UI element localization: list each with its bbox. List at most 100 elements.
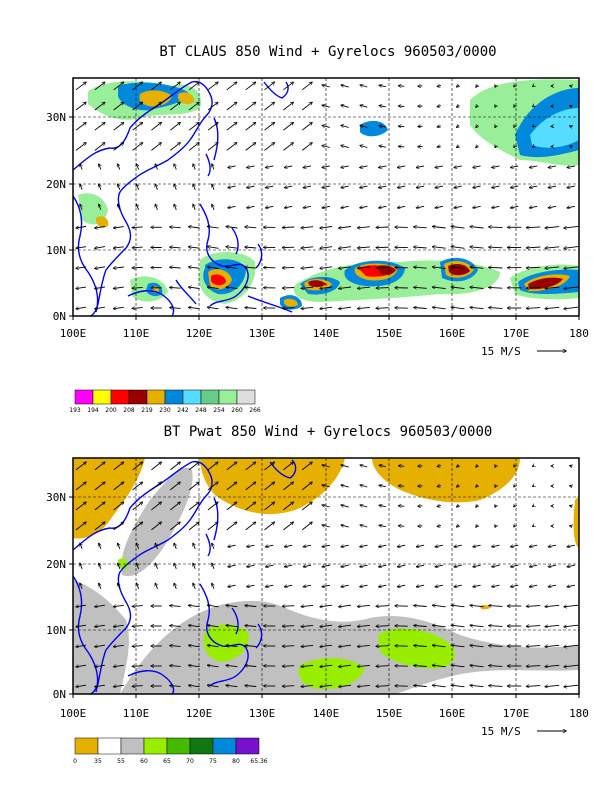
wind-vector xyxy=(567,206,575,208)
shade-region xyxy=(139,90,172,107)
wind-vector xyxy=(95,287,105,289)
shade-region xyxy=(378,628,456,669)
wind-vector xyxy=(95,665,105,667)
wind-vector xyxy=(545,267,560,268)
wind-vector xyxy=(266,565,274,567)
wind-vector xyxy=(247,565,255,567)
y-tick-label: 10N xyxy=(46,244,66,257)
colorbar-label: 55 xyxy=(117,758,125,765)
wind-vector xyxy=(301,502,312,511)
wind-vector xyxy=(545,665,560,666)
wind-vector xyxy=(193,204,195,210)
wind-vector xyxy=(495,525,496,527)
wind-vector xyxy=(132,626,143,627)
wind-vector xyxy=(285,166,293,168)
wind-vector xyxy=(75,462,86,471)
wind-vector xyxy=(170,308,181,309)
shade-region xyxy=(120,600,579,694)
wind-vector xyxy=(264,502,275,511)
wind-vector xyxy=(358,227,370,228)
wind-vector xyxy=(266,585,274,587)
wind-vector xyxy=(514,146,515,148)
wind-vector xyxy=(341,565,349,567)
wind-vector xyxy=(414,308,427,309)
wind-vector xyxy=(376,247,389,248)
shade-region xyxy=(573,496,579,548)
wind-vector xyxy=(207,625,219,627)
wind-vector xyxy=(341,186,349,188)
wind-vector xyxy=(567,565,575,567)
wind-vector xyxy=(533,486,534,487)
wind-vector xyxy=(341,505,349,508)
wind-vector xyxy=(476,465,478,467)
x-tick-label: 150E xyxy=(376,707,403,720)
shade-region xyxy=(73,458,145,539)
wind-vector xyxy=(360,465,368,467)
y-tick-label: 0N xyxy=(53,310,66,323)
colorbar-label: 266 xyxy=(249,407,261,414)
wind-vector xyxy=(303,186,312,188)
wind-vector xyxy=(399,106,405,107)
wind-vector xyxy=(113,522,124,531)
wind-vector xyxy=(545,645,560,646)
wind-vector xyxy=(545,247,560,248)
wind-vector xyxy=(207,143,218,151)
wind-vector xyxy=(492,166,500,168)
wind-vector xyxy=(376,288,389,289)
wind-vector xyxy=(533,526,534,527)
wind-vector xyxy=(379,166,387,168)
wind-vector xyxy=(322,146,330,148)
wind-vector xyxy=(564,605,579,607)
wind-vector xyxy=(226,247,238,249)
wind-vector xyxy=(570,526,573,527)
colorbar-swatch xyxy=(146,389,166,405)
wind-vector xyxy=(245,82,256,91)
wind-vector xyxy=(514,85,515,87)
wind-vector xyxy=(545,685,560,686)
wind-vector xyxy=(118,164,120,170)
wind-vector xyxy=(226,123,237,131)
wind-vector xyxy=(226,102,237,111)
colorbar-swatch xyxy=(143,737,168,755)
wind-vector xyxy=(470,665,484,666)
wind-vector xyxy=(492,545,500,547)
wind-vector xyxy=(301,625,314,626)
wind-vector xyxy=(414,267,427,268)
wind-vector xyxy=(226,462,237,471)
wind-vector xyxy=(266,166,274,168)
wind-vector xyxy=(360,206,368,208)
wind-vector xyxy=(189,645,200,646)
wind-vector xyxy=(301,247,314,248)
wind-vector xyxy=(545,605,560,606)
wind-vector xyxy=(360,505,368,507)
colorbar-label: 65.36 xyxy=(250,758,267,765)
wind-vector xyxy=(526,666,541,667)
wind-vector xyxy=(398,166,406,168)
y-tick-label: 0N xyxy=(53,688,66,701)
colorbar-label: 254 xyxy=(213,407,225,414)
wind-vector xyxy=(530,545,538,547)
wind-vector xyxy=(322,585,330,587)
wind-vector xyxy=(341,166,349,168)
wind-vector xyxy=(376,227,389,228)
wind-vector xyxy=(570,146,573,147)
wind-vector xyxy=(526,686,541,687)
wind-vector xyxy=(245,143,256,151)
wind-vector xyxy=(322,166,330,168)
y-tick-label: 30N xyxy=(46,491,66,504)
wind-vector xyxy=(114,605,124,606)
wind-vector xyxy=(341,145,349,149)
wind-vector xyxy=(451,227,465,229)
wind-vector xyxy=(399,486,405,487)
shade-region xyxy=(121,467,193,577)
wind-vector xyxy=(339,645,352,647)
wind-vector xyxy=(320,287,333,289)
wind-vector xyxy=(358,247,370,248)
wind-vector xyxy=(514,105,515,107)
wind-vector xyxy=(155,204,157,210)
wind-vector xyxy=(226,267,238,269)
wind-vector xyxy=(226,685,238,686)
wind-vector xyxy=(437,85,441,86)
wind-vector xyxy=(132,308,143,309)
wind-vector xyxy=(320,665,333,667)
